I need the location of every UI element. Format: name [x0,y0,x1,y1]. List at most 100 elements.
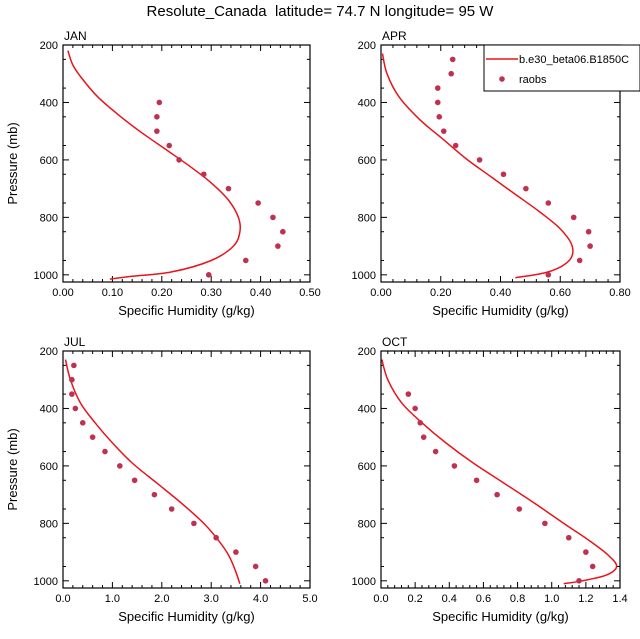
legend-box [483,44,640,92]
raobs-point [79,420,86,426]
model-line-jan [67,50,242,280]
raobs-point [280,228,286,235]
panel-label-apr: APR [382,29,407,43]
data-area [381,53,593,279]
raobs-point [71,362,77,369]
raobs-point [500,171,507,178]
raobs-point [434,99,441,106]
raobs-point [434,85,441,91]
raobs-point [473,477,480,484]
panel-oct: OCT 0.0 0.2 0.4 0.6 0.8 1.0 1.2 1.4 200 400 600 800 1… [352,335,628,624]
raobs-point [102,448,108,455]
y-tick-label: 600 [358,155,376,167]
raobs-point [570,214,577,221]
y-tick-label: 800 [40,518,58,530]
y-tick-label: 600 [40,155,58,167]
raobs-point [262,578,269,584]
raobs-point [154,114,160,120]
raobs-point [589,563,596,570]
figure-title: Resolute_Canada latitude= 74.7 N longitu… [146,3,494,20]
y-tick-label: 400 [358,403,376,415]
x-tick-label: 0.20 [151,287,172,299]
model-line-apr [381,53,574,279]
y-tick-label: 800 [358,212,376,224]
raobs-point [583,549,589,555]
panel-label-jul: JUL [64,335,86,349]
x-tick-label: 0.50 [299,287,320,299]
raobs-point [542,520,548,527]
raobs-point [213,534,219,541]
x-tick-label: 0.60 [550,287,571,299]
raobs-point [432,448,439,455]
x-tick-label: 0.00 [370,287,391,299]
raobs-point [89,434,96,440]
x-tick-label: 0.40 [490,287,511,299]
x-tick-label: 1.2 [578,593,593,605]
raobs-point [452,142,459,149]
raobs-point [545,272,552,278]
x-axis-label: Specific Humidity (g/kg) [118,303,255,318]
y-tick-label: 1000 [352,576,376,588]
data-area [67,50,286,280]
y-axis-label: Pressure (mb) [5,122,20,204]
y-tick-label: 200 [358,346,376,358]
raobs-point [242,257,249,264]
raobs-point [131,477,138,484]
raobs-point [545,200,552,206]
raobs-point [255,200,261,206]
raobs-point [176,157,182,163]
data-area [381,359,618,585]
x-tick-label: 2.0 [154,593,169,605]
y-tick-label: 600 [40,461,58,473]
raobs-point [69,391,75,397]
raobs-point [576,578,582,584]
legend-model-label: b.e30_beta06.B1850C [519,54,629,66]
raobs-point [168,506,175,512]
model-line-jul [64,359,241,584]
raobs-point [523,185,529,192]
x-tick-label: 0.80 [609,287,630,299]
raobs-point [191,520,197,527]
y-tick-label: 200 [40,346,58,358]
x-tick-label: 5.0 [302,593,317,605]
y-tick-label: 400 [358,97,376,109]
raobs-point [200,171,207,178]
y-axis-label: Pressure (mb) [5,428,20,510]
x-tick-label: 4.0 [253,593,268,605]
y-tick-label: 400 [40,97,58,109]
x-tick-label: 0.10 [102,287,123,299]
x-tick-label: 1.0 [544,593,559,605]
raobs-point [494,491,500,498]
x-tick-label: 0.0 [373,593,388,605]
raobs-point [451,463,458,469]
y-tick-label: 1000 [34,576,58,588]
y-tick-label: 200 [358,40,376,52]
raobs-point [156,99,163,106]
raobs-point [233,549,239,555]
x-tick-label: 0.0 [55,593,70,605]
x-axis-label: Specific Humidity (g/kg) [432,303,569,318]
raobs-point [72,405,79,412]
y-tick-label: 1000 [352,270,376,282]
x-tick-label: 0.2 [407,593,422,605]
plot-frame-oct [380,350,621,589]
raobs-point [576,257,583,264]
raobs-point [205,272,212,278]
x-axis-label: Specific Humidity (g/kg) [432,609,569,624]
legend-marker-swatch [499,76,505,82]
raobs-point [405,391,412,397]
raobs-point [151,491,158,498]
y-tick-label: 200 [40,40,58,52]
x-tick-label: 3.0 [204,593,219,605]
x-tick-label: 0.6 [476,593,491,605]
data-area [64,359,269,584]
raobs-point [270,214,276,221]
x-tick-label: 0.20 [430,287,451,299]
raobs-point [587,243,593,249]
x-tick-label: 0.40 [250,287,271,299]
panel-jul: JUL 0.0 1.0 2.0 3.0 4.0 5.0 200 400 600 800 1000 Spe… [5,335,318,624]
plot-frame-jan [62,44,311,283]
raobs-point [436,114,443,120]
